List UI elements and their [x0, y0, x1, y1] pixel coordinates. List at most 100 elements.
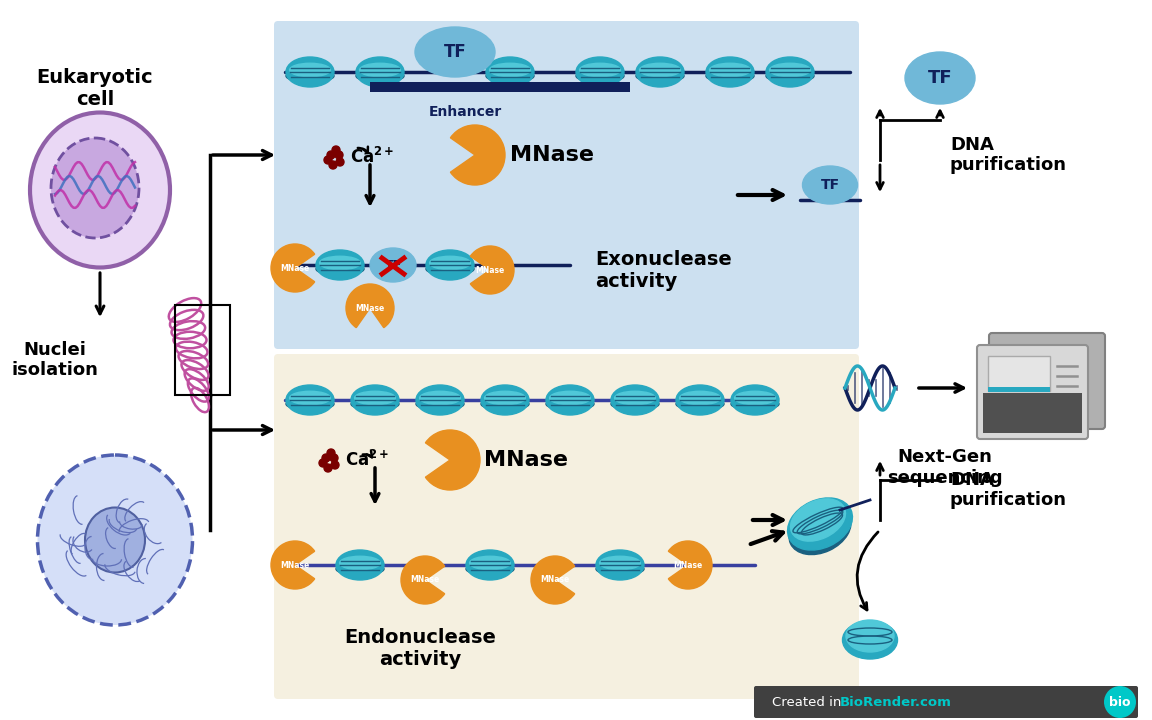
Ellipse shape: [289, 391, 331, 405]
Ellipse shape: [636, 57, 684, 87]
Text: Created in: Created in: [772, 696, 846, 708]
Ellipse shape: [710, 63, 750, 77]
Ellipse shape: [842, 621, 897, 659]
Ellipse shape: [579, 63, 621, 77]
Ellipse shape: [319, 256, 361, 270]
Ellipse shape: [415, 27, 495, 77]
Text: Endonuclease
activity: Endonuclease activity: [344, 628, 497, 669]
Wedge shape: [668, 541, 712, 589]
Circle shape: [336, 158, 344, 166]
Text: MNase: MNase: [674, 560, 703, 570]
Ellipse shape: [286, 57, 334, 87]
Ellipse shape: [766, 70, 814, 82]
Ellipse shape: [289, 63, 331, 77]
Ellipse shape: [546, 385, 594, 415]
Ellipse shape: [611, 398, 659, 410]
Text: MNase: MNase: [476, 266, 505, 274]
Circle shape: [329, 161, 338, 169]
Ellipse shape: [706, 57, 755, 87]
Text: Enhancer: Enhancer: [429, 105, 501, 119]
Ellipse shape: [546, 398, 594, 410]
Wedge shape: [470, 246, 514, 294]
Text: Exonuclease
activity: Exonuclease activity: [594, 250, 732, 290]
Circle shape: [335, 151, 343, 159]
Ellipse shape: [482, 385, 529, 415]
Circle shape: [327, 449, 335, 457]
Bar: [988, 387, 1049, 392]
Text: Nuclei
isolation: Nuclei isolation: [12, 341, 98, 379]
Bar: [983, 393, 1082, 433]
Text: bio: bio: [1109, 696, 1131, 708]
Ellipse shape: [788, 498, 852, 550]
Ellipse shape: [340, 557, 380, 570]
Ellipse shape: [286, 398, 334, 410]
Ellipse shape: [85, 508, 145, 572]
Wedge shape: [346, 284, 394, 328]
Ellipse shape: [596, 563, 644, 575]
Circle shape: [332, 146, 340, 154]
Ellipse shape: [38, 455, 192, 625]
Circle shape: [331, 461, 339, 469]
FancyBboxPatch shape: [990, 333, 1105, 429]
Ellipse shape: [550, 391, 590, 405]
Circle shape: [324, 464, 332, 472]
Wedge shape: [271, 541, 314, 589]
Ellipse shape: [486, 70, 535, 82]
Ellipse shape: [770, 63, 810, 77]
Ellipse shape: [356, 70, 404, 82]
Text: MNase: MNase: [280, 264, 310, 272]
Ellipse shape: [676, 398, 723, 410]
Ellipse shape: [359, 63, 401, 77]
Text: TF: TF: [385, 258, 402, 271]
Ellipse shape: [706, 70, 755, 82]
Ellipse shape: [490, 63, 530, 77]
Text: MNase: MNase: [510, 145, 594, 165]
Ellipse shape: [416, 398, 464, 410]
Circle shape: [329, 454, 338, 462]
Ellipse shape: [467, 563, 514, 575]
Text: $\mathbf{Ca^{2+}}$: $\mathbf{Ca^{2+}}$: [344, 450, 389, 470]
Ellipse shape: [351, 385, 399, 415]
Circle shape: [1104, 686, 1136, 718]
Text: DNA
purification: DNA purification: [950, 471, 1067, 510]
Ellipse shape: [485, 391, 525, 405]
Bar: [988, 356, 1049, 391]
Ellipse shape: [426, 250, 473, 280]
Ellipse shape: [286, 385, 334, 415]
Text: TF: TF: [444, 43, 467, 61]
Wedge shape: [401, 556, 445, 604]
Ellipse shape: [356, 57, 404, 87]
Ellipse shape: [355, 391, 395, 405]
Ellipse shape: [351, 398, 399, 410]
Wedge shape: [450, 125, 505, 185]
Ellipse shape: [732, 385, 779, 415]
Bar: [370, 82, 630, 92]
Ellipse shape: [680, 391, 720, 405]
Ellipse shape: [470, 557, 510, 570]
Ellipse shape: [615, 391, 655, 405]
Circle shape: [327, 151, 335, 159]
Ellipse shape: [486, 57, 535, 87]
Ellipse shape: [576, 70, 624, 82]
Ellipse shape: [30, 112, 170, 268]
Ellipse shape: [316, 263, 364, 275]
Text: TF: TF: [820, 178, 840, 192]
Ellipse shape: [905, 52, 975, 104]
Text: Next-Gen
sequencing: Next-Gen sequencing: [887, 448, 1002, 487]
Bar: [175, 305, 230, 395]
Ellipse shape: [611, 385, 659, 415]
Ellipse shape: [482, 398, 529, 410]
Ellipse shape: [419, 391, 461, 405]
Ellipse shape: [467, 550, 514, 580]
Wedge shape: [271, 244, 314, 292]
Ellipse shape: [790, 499, 846, 541]
Text: DNA
purification: DNA purification: [950, 135, 1067, 174]
Ellipse shape: [846, 620, 894, 652]
FancyBboxPatch shape: [755, 686, 1138, 718]
Ellipse shape: [596, 550, 644, 580]
FancyBboxPatch shape: [977, 345, 1087, 439]
Text: TF: TF: [927, 69, 953, 87]
Ellipse shape: [336, 550, 384, 580]
Ellipse shape: [803, 166, 857, 204]
FancyBboxPatch shape: [274, 354, 859, 699]
